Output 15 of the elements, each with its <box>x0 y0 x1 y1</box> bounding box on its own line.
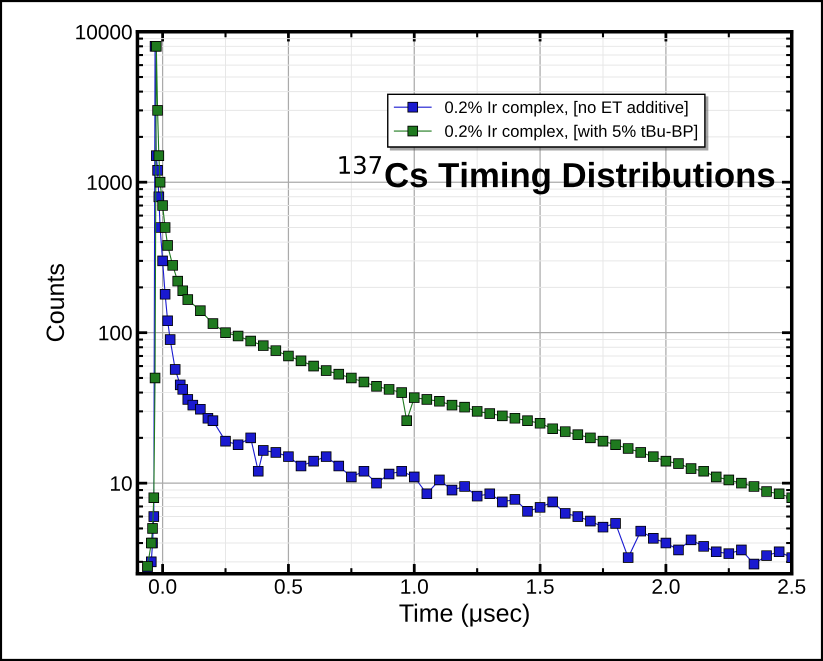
y-tick-label: 100 <box>99 326 132 340</box>
x-tick-label: 1.0 <box>401 579 428 594</box>
x-tick-label: 2.0 <box>652 579 680 594</box>
annotation: $^{137}$Cs Timing Distributions <box>339 156 774 194</box>
x-axis-title: Time (μsec) <box>399 604 529 627</box>
legend-label: 0.2% Ir complex, [no ET additive] <box>445 100 688 116</box>
legend-label: 0.2% Ir complex, [with 5% tBu-BP] <box>445 124 698 140</box>
x-tick-label: 0.0 <box>148 579 176 594</box>
y-tick-label: 10000 <box>76 24 132 40</box>
y-tick-label: 10 <box>111 476 132 491</box>
y-tick-label: 1000 <box>88 175 132 190</box>
y-axis-title: Counts <box>46 264 64 342</box>
x-tick-label: 0.5 <box>274 579 302 594</box>
x-tick-label: 1.5 <box>527 579 554 594</box>
x-tick-label: 2.5 <box>778 579 806 594</box>
